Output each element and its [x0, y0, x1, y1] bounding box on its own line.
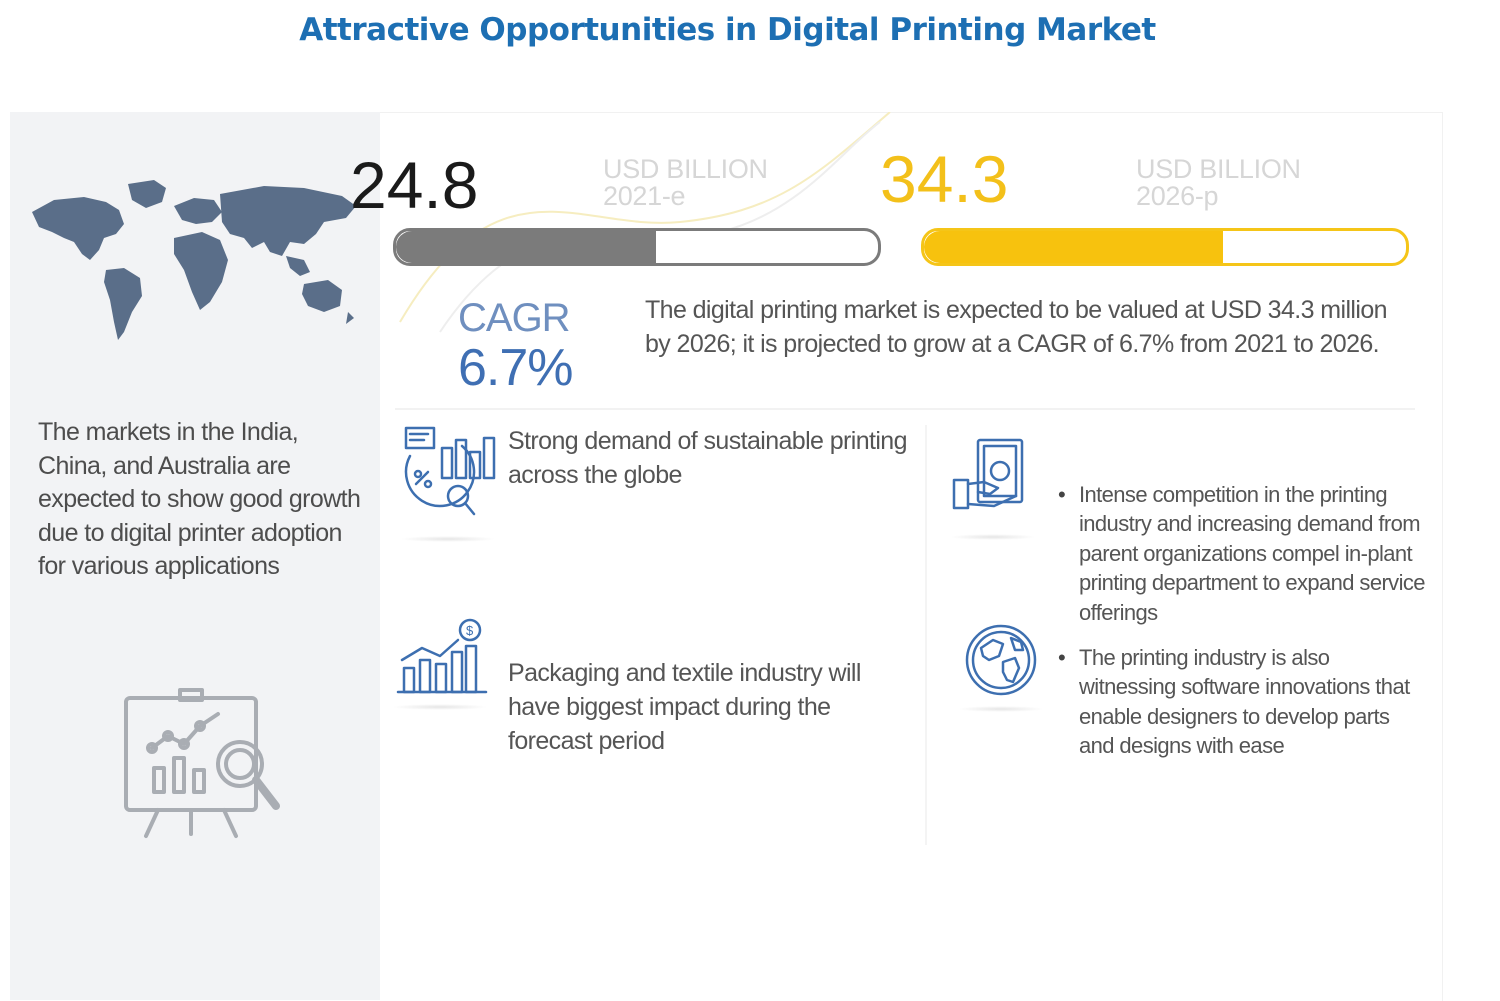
- list-item: The printing industry is also witnessing…: [1058, 643, 1428, 761]
- divider-horizontal: [395, 408, 1415, 410]
- world-map-icon: [32, 180, 356, 340]
- driver-text-2: Packaging and textile industry will have…: [508, 659, 861, 755]
- opportunity-list: Intense competition in the printing indu…: [1058, 480, 1428, 761]
- money-hand-icon: [952, 438, 1024, 510]
- driver-text-1: Strong demand of sustainable printing ac…: [508, 427, 908, 489]
- icon-shadow: [400, 536, 496, 542]
- progress-bar-2026: [921, 228, 1409, 266]
- list-item: Intense competition in the printing indu…: [1058, 480, 1428, 627]
- icon-shadow: [950, 534, 1036, 540]
- icon-shadow: [958, 706, 1044, 712]
- globe-icon: [965, 624, 1037, 696]
- progress-fill-2026: [924, 231, 1223, 263]
- unit-label: USD BILLION: [603, 154, 768, 184]
- year-label: 2021-e: [603, 181, 686, 211]
- divider-vertical: [925, 425, 927, 845]
- cagr-label: CAGR: [458, 296, 571, 340]
- market-unit-2021: USD BILLION 2021-e: [603, 156, 768, 210]
- sustainable-demand-icon: [404, 426, 496, 516]
- cagr-value: 6.7%: [458, 339, 574, 397]
- icon-shadow: [392, 704, 488, 710]
- unit-label: USD BILLION: [1136, 154, 1301, 184]
- progress-fill-2021: [396, 231, 657, 263]
- market-unit-2026: USD BILLION 2026-p: [1136, 156, 1301, 210]
- left-panel-text: The markets in the India, China, and Aus…: [38, 418, 361, 580]
- growth-bar-chart-icon: $: [396, 618, 488, 694]
- market-value-2026: 34.3: [880, 142, 1009, 216]
- progress-bar-2021: [393, 228, 881, 266]
- market-value-2021: 24.8: [350, 148, 479, 222]
- cagr-description: The digital printing market is expected …: [645, 296, 1388, 358]
- svg-text:$: $: [466, 623, 474, 638]
- year-label: 2026-p: [1136, 181, 1219, 211]
- analytics-board-icon: [124, 688, 280, 838]
- page-title: Attractive Opportunities in Digital Prin…: [299, 12, 1156, 48]
